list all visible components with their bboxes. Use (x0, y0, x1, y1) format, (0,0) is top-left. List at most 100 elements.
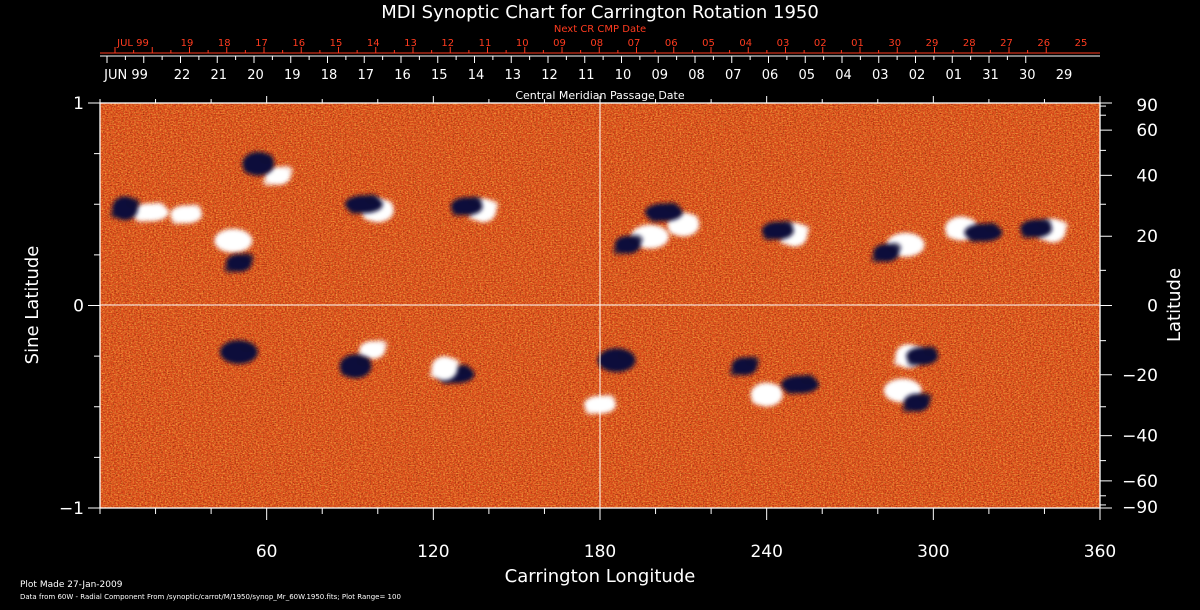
data-source-note: Data from 60W - Radial Component From /s… (20, 593, 401, 601)
region-fragment (893, 358, 906, 367)
white-date-label: 07 (725, 68, 742, 83)
y-right-tick-label: −20 (1122, 366, 1158, 386)
y-right-tick-label: −90 (1122, 498, 1158, 518)
red-date-label: 27 (1000, 38, 1013, 49)
white-date-label: 12 (541, 68, 558, 83)
region-fragment (187, 204, 202, 215)
y-right-tick-label: 60 (1136, 121, 1158, 141)
region-fragment (234, 230, 249, 241)
region-fragment (923, 346, 938, 357)
region-fragment (871, 254, 884, 263)
active-region-negative (219, 340, 258, 365)
x-tick-label: 60 (256, 542, 278, 562)
x-tick-label: 120 (417, 542, 449, 562)
white-date-label: 18 (321, 68, 338, 83)
white-date-label: 20 (247, 68, 264, 83)
region-fragment (751, 396, 764, 405)
region-fragment (887, 392, 900, 401)
active-region-negative (242, 151, 275, 176)
red-date-label: 17 (255, 38, 268, 49)
active-region-negative (223, 252, 254, 273)
white-date-label: 13 (504, 68, 521, 83)
region-fragment (651, 226, 665, 237)
y-axis-left: 1 0 −1 (59, 94, 100, 519)
active-region-negative (871, 242, 902, 263)
white-date-label: 11 (578, 68, 595, 83)
region-fragment (887, 242, 902, 253)
white-date-label: 29 (1056, 68, 1073, 83)
region-fragment (901, 404, 914, 413)
region-fragment (664, 202, 679, 213)
y-axis-right-label: Latitude (1164, 268, 1185, 342)
x-tick-label: 300 (917, 542, 949, 562)
region-fragment (601, 394, 615, 405)
active-region-negative (761, 220, 794, 241)
white-date-label: 04 (835, 68, 852, 83)
top-red-axis-title: Next CR CMP Date (554, 24, 646, 35)
region-fragment (968, 234, 981, 243)
active-region-negative (644, 202, 683, 223)
plot-made-note: Plot Made 27-Jan-2009 (20, 580, 123, 590)
red-date-label: 01 (851, 38, 864, 49)
active-region-positive (750, 382, 783, 407)
region-fragment (259, 153, 274, 164)
active-region-positive (170, 204, 203, 225)
region-fragment (340, 368, 353, 377)
region-fragment (1037, 218, 1052, 229)
white-date-label: 06 (762, 68, 779, 83)
red-date-label: 03 (777, 38, 790, 49)
region-fragment (218, 242, 231, 251)
white-date-label: 02 (909, 68, 926, 83)
region-fragment (785, 386, 797, 395)
region-fragment (778, 220, 793, 231)
white-date-label: 17 (357, 68, 374, 83)
active-regions (110, 151, 1068, 415)
region-fragment (429, 370, 442, 379)
red-date-label: 12 (441, 38, 454, 49)
red-date-label: 15 (330, 38, 343, 49)
active-region-negative (110, 196, 140, 221)
white-date-label: 14 (468, 68, 485, 83)
active-region-negative (612, 234, 643, 255)
region-fragment (668, 226, 681, 235)
region-fragment (684, 214, 699, 225)
white-date-label: 08 (688, 68, 705, 83)
red-date-label: 09 (553, 38, 566, 49)
y-left-tick-label: −1 (59, 499, 84, 519)
red-date-label: 02 (814, 38, 827, 49)
red-date-label: 04 (739, 38, 752, 49)
region-fragment (126, 198, 140, 209)
white-date-label: 05 (798, 68, 815, 83)
active-region-negative (964, 222, 1003, 243)
region-fragment (903, 380, 918, 391)
region-fragment (373, 340, 388, 351)
active-region-negative (901, 392, 932, 413)
region-fragment (223, 354, 236, 363)
region-fragment (151, 202, 165, 213)
active-region-negative (450, 196, 483, 217)
white-date-label: 03 (872, 68, 889, 83)
red-date-label: 08 (590, 38, 603, 49)
top-white-date-axis: JUN 99 22 21 20 19 18 17 16 15 14 13 12 11 10 09 08 07 06… (100, 55, 1100, 83)
region-fragment (906, 234, 921, 245)
red-date-label: 18 (218, 38, 231, 49)
region-fragment (456, 364, 471, 375)
magnetogram-field (100, 103, 1100, 508)
red-date-label: 30 (888, 38, 901, 49)
y-right-tick-label: 0 (1147, 297, 1158, 317)
red-date-label: 28 (963, 38, 976, 49)
x-tick-label: 180 (584, 542, 616, 562)
active-region-positive (214, 228, 253, 253)
red-date-label: 05 (702, 38, 715, 49)
region-fragment (484, 200, 499, 211)
red-date-label: 07 (628, 38, 641, 49)
region-fragment (278, 165, 293, 176)
chart-title: MDI Synoptic Chart for Carrington Rotati… (381, 2, 819, 23)
x-axis: 60 120 180 240 300 360 (99, 96, 1116, 562)
white-date-label: 30 (1019, 68, 1036, 83)
region-fragment (984, 222, 999, 233)
y-axis-right: 90 60 40 20 0 −20 −40 −60 −90 (1100, 96, 1158, 518)
region-fragment (767, 384, 782, 395)
active-region-negative (781, 374, 819, 395)
region-fragment (243, 165, 256, 174)
